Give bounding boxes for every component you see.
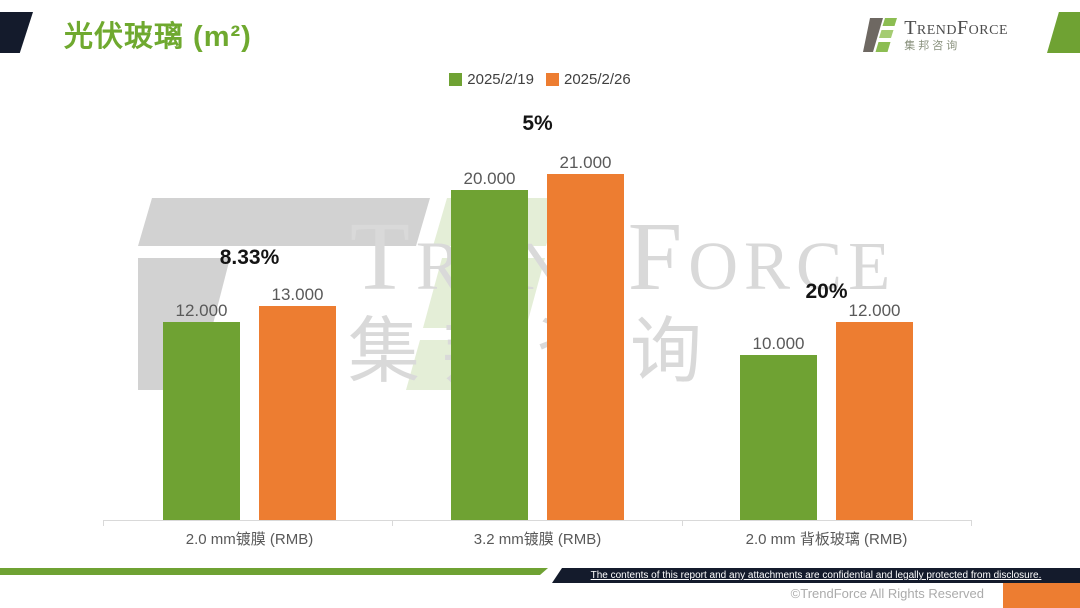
footer-accent-block-orange <box>1003 583 1080 608</box>
bar-value-label: 12.000 <box>848 301 901 320</box>
bar-2025/2/19-3.2 mm镀膜 (RMB) <box>451 190 528 520</box>
x-axis-line <box>103 520 971 521</box>
change-annotation: 8.33% <box>219 246 280 269</box>
x-axis-tick <box>103 520 104 526</box>
legend-item-series1: 2025/2/19 <box>449 71 534 88</box>
bar-value-label: 12.000 <box>175 301 228 320</box>
category-label: 2.0 mm 背板玻璃 (RMB) <box>745 531 908 548</box>
logo-text: TrendForce 集邦咨询 <box>904 16 1008 53</box>
legend-item-series2: 2025/2/26 <box>546 71 631 88</box>
category-label: 3.2 mm镀膜 (RMB) <box>473 531 602 548</box>
legend-swatch-green <box>449 73 463 86</box>
footer-confidential-band: The contents of this report and any atta… <box>552 568 1080 583</box>
trendforce-logo: TrendForce 集邦咨询 <box>863 17 1008 53</box>
page-title: 光伏玻璃 (m²) <box>64 21 252 53</box>
change-annotation: 5% <box>522 112 553 135</box>
x-axis-tick <box>971 520 972 526</box>
bar-2025/2/26-3.2 mm镀膜 (RMB) <box>547 173 624 520</box>
bar-value-label: 20.000 <box>463 169 516 188</box>
bar-value-label: 21.000 <box>559 152 612 172</box>
logo-subtitle: 集邦咨询 <box>904 39 961 52</box>
footer-confidential-note: The contents of this report and any atta… <box>590 570 1042 581</box>
bar-2025/2/26-2.0 mm镀膜 (RMB) <box>259 305 336 520</box>
legend-label: 2025/2/19 <box>467 71 534 88</box>
x-axis-tick <box>681 520 683 526</box>
footer-copyright: ©TrendForce All Rights Reserved <box>790 586 984 601</box>
legend-swatch-orange <box>546 73 559 86</box>
category-label: 2.0 mm镀膜 (RMB) <box>185 531 314 548</box>
legend-label: 2025/2/26 <box>564 71 631 88</box>
bar-2025/2/26-2.0 mm 背板玻璃 (RMB) <box>836 322 913 520</box>
bar-2025/2/19-2.0 mm 背板玻璃 (RMB) <box>740 355 817 520</box>
x-axis-tick <box>392 520 394 526</box>
trendforce-logo-icon <box>863 18 898 52</box>
bar-value-label: 10.000 <box>752 334 805 353</box>
footer-accent-bar-green <box>0 568 548 575</box>
bar-value-label: 13.000 <box>271 284 324 304</box>
chart-legend: 2025/2/19 2025/2/26 <box>0 71 1080 88</box>
bar-2025/2/19-2.0 mm镀膜 (RMB) <box>163 322 240 520</box>
change-annotation: 20% <box>805 280 848 303</box>
logo-name: TrendForce <box>904 16 1008 39</box>
